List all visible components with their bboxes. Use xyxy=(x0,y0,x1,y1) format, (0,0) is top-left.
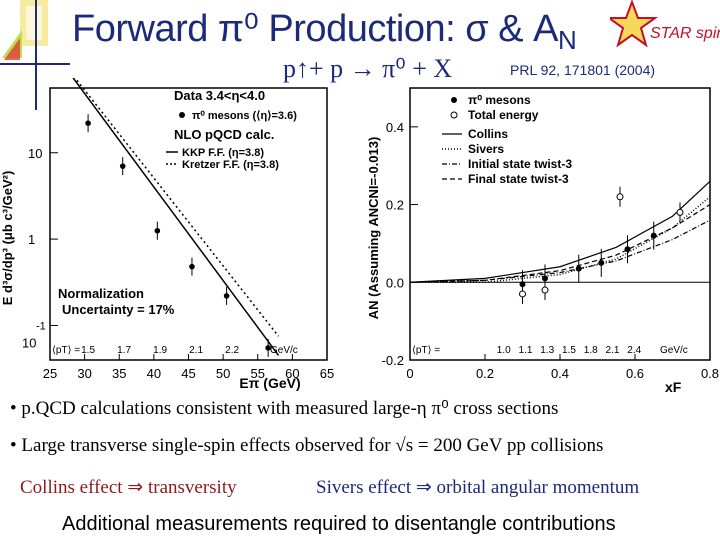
right-data-point xyxy=(575,265,582,272)
right-legend-pi0-icon xyxy=(451,97,457,103)
right-pt-value: 2.4 xyxy=(627,345,641,356)
paper-reference: PRL 92, 171801 (2004) xyxy=(510,62,656,78)
bullet-spin-effects: • Large transverse single-spin effects o… xyxy=(10,435,604,456)
normalization-label: Normalization xyxy=(58,286,144,301)
kkp-curve xyxy=(72,78,280,356)
star-spin-logo: STAR spin xyxy=(610,0,720,48)
left-pt-label: ⟨pT⟩ = xyxy=(52,345,80,356)
right-x-axis-label: xF xyxy=(665,379,682,395)
left-y-tick-label: 1 xyxy=(28,232,35,247)
right-plot-frame xyxy=(409,87,711,361)
right-legend-pi0: π⁰ mesons xyxy=(468,93,531,107)
right-legend-total: Total energy xyxy=(468,108,539,122)
right-pt-value: 1.8 xyxy=(584,345,598,356)
sivers-note: Sivers effect ⇒ orbital angular momentum xyxy=(316,477,640,498)
right-pt-value: 1.5 xyxy=(562,345,576,356)
right-legend-total-icon xyxy=(450,111,458,119)
left-x-tick-label: 50 xyxy=(216,366,230,381)
right-pt-unit: GeV/c xyxy=(660,345,688,356)
cross-section-chart: E d³σ/dp³ (μb c³/GeV²) Eπ (GeV) Data 3.4… xyxy=(0,78,334,391)
left-legend-nlo: NLO pQCD calc. xyxy=(174,127,274,142)
left-data-point xyxy=(223,293,230,299)
right-y-axis-label: AN (Assuming ANCNI=-0.013) xyxy=(366,137,381,320)
right-legend-entry: Collins xyxy=(468,127,508,141)
slide-title: Forward π⁰ Production: σ & AN xyxy=(72,8,577,55)
left-x-tick-label: 25 xyxy=(43,366,57,381)
right-curve xyxy=(409,219,711,283)
left-data-point xyxy=(265,345,271,351)
right-open-point xyxy=(676,208,684,216)
left-y-axis-label: E d³σ/dp³ (μb c³/GeV²) xyxy=(0,171,15,306)
left-x-tick-label: 55 xyxy=(251,366,265,381)
right-open-point xyxy=(616,193,624,201)
left-x-axis-label: Eπ (GeV) xyxy=(239,375,300,391)
right-y-tick-label: -0.2 xyxy=(382,353,404,368)
left-x-tick-label: 65 xyxy=(320,366,334,381)
left-data-point xyxy=(189,263,195,270)
right-data-point xyxy=(624,246,631,253)
right-x-tick-label: 0 xyxy=(406,366,413,381)
logo-text: STAR spin xyxy=(650,25,720,42)
right-chart-marks: 0 0.2 0.4 0.6 0.8 0.4 0.2 0.0 -0.2 π⁰ mesonsTotal… xyxy=(382,93,719,381)
right-pt-value: 2.1 xyxy=(606,345,620,356)
left-pt-value: 1.7 xyxy=(117,345,131,356)
left-y-tick-label: 10 xyxy=(28,146,42,161)
right-pt-value: 1.1 xyxy=(519,345,533,356)
right-x-tick-label: 0.4 xyxy=(551,366,569,381)
left-x-tick-label: 40 xyxy=(147,366,161,381)
left-legend-kkp: KKP F.F. (η=3.8) xyxy=(182,147,264,159)
corner-decoration xyxy=(0,0,70,110)
right-data-point xyxy=(650,232,657,239)
right-legend-entry: Final state twist-3 xyxy=(468,172,569,186)
left-pt-value: 2.1 xyxy=(189,345,203,356)
right-y-tick-label: 0.2 xyxy=(386,198,404,213)
left-x-tick-label: 35 xyxy=(112,366,126,381)
left-legend-marker-label: π⁰ mesons (⟨η⟩=3.6) xyxy=(192,110,297,122)
left-pt-value: 2.2 xyxy=(225,345,239,356)
bullet-pqcd: • p.QCD calculations consistent with mea… xyxy=(10,398,559,419)
kretzer-curve xyxy=(74,78,280,337)
right-open-point xyxy=(541,286,549,294)
left-y-tick-label: 10 xyxy=(22,335,36,350)
left-y-tick-exponent: -1 xyxy=(36,320,46,332)
right-y-tick-label: 0.0 xyxy=(386,275,404,290)
right-pt-value: 1.0 xyxy=(497,345,511,356)
asymmetry-chart: AN (Assuming ANCNI=-0.013) xF ⟨pT⟩ = GeV… xyxy=(366,87,719,395)
left-legend-kretzer: Kretzer F.F. (η=3.8) xyxy=(182,159,279,171)
left-data-point xyxy=(154,227,161,234)
left-pt-unit: GeV/c xyxy=(270,345,298,356)
left-x-tick-label: 45 xyxy=(181,366,195,381)
right-legend-entry: Sivers xyxy=(468,142,504,156)
left-legend-marker-icon xyxy=(179,112,185,118)
right-x-tick-label: 0.8 xyxy=(701,366,719,381)
right-pt-value: 1.3 xyxy=(540,345,554,356)
left-pt-value: 1.9 xyxy=(153,345,167,356)
right-curve xyxy=(410,196,711,284)
left-x-tick-label: 60 xyxy=(285,366,299,381)
left-data-point xyxy=(119,163,126,169)
collins-note: Collins effect ⇒ transversity xyxy=(20,477,237,498)
right-data-point xyxy=(598,259,605,266)
footer-text: Additional measurements required to dise… xyxy=(62,513,616,535)
normalization-uncertainty: Uncertainty = 17% xyxy=(62,302,175,317)
left-data-point xyxy=(85,120,91,126)
right-open-point xyxy=(519,290,526,298)
right-legend-entry: Initial state twist-3 xyxy=(468,157,572,171)
right-data-point xyxy=(542,275,548,282)
left-x-tick-label: 30 xyxy=(77,366,91,381)
right-curve xyxy=(409,204,711,283)
left-legend-title: Data 3.4<η<4.0 xyxy=(174,88,265,103)
right-pt-label: ⟨pT⟩ = xyxy=(412,345,440,356)
right-x-tick-label: 0.2 xyxy=(476,366,494,381)
left-pt-value: 1.5 xyxy=(81,345,95,356)
right-y-tick-label: 0.4 xyxy=(386,120,404,135)
right-x-tick-label: 0.6 xyxy=(626,366,644,381)
reaction-equation: p↑+ p → π⁰ + X xyxy=(283,54,453,83)
